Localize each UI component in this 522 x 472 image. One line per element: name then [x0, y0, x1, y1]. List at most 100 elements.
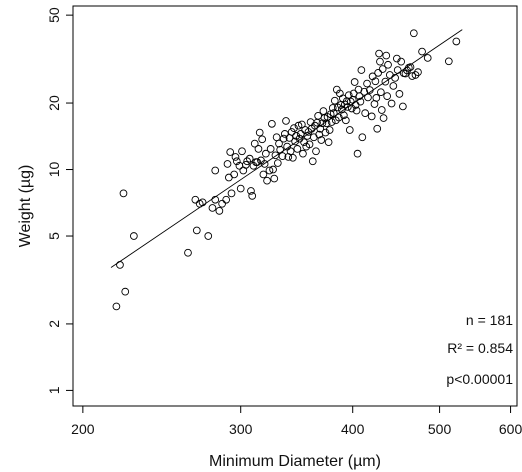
data-point — [218, 199, 226, 208]
data-point — [279, 134, 288, 143]
data-point — [296, 130, 305, 138]
data-point — [222, 195, 231, 204]
data-point — [282, 117, 290, 125]
data-point — [268, 119, 276, 128]
data-point — [260, 160, 269, 168]
data-point — [184, 248, 192, 257]
data-point — [382, 51, 391, 60]
data-point — [324, 138, 333, 147]
data-point — [330, 96, 339, 105]
data-point — [379, 114, 388, 122]
data-point — [408, 72, 417, 80]
data-point — [393, 66, 402, 74]
data-point — [243, 157, 251, 166]
data-point — [350, 78, 359, 86]
data-point — [318, 119, 327, 128]
data-point — [308, 157, 317, 166]
data-point — [341, 116, 350, 125]
data-point — [271, 151, 280, 160]
data-point — [119, 189, 128, 198]
data-point — [265, 166, 274, 175]
data-point — [377, 88, 385, 97]
data-point — [208, 204, 217, 212]
data-point — [242, 161, 250, 169]
data-point — [409, 29, 418, 38]
data-point — [360, 87, 369, 96]
data-point — [254, 145, 263, 153]
data-point — [305, 140, 314, 149]
y-tick-label-3: 10 — [46, 162, 62, 178]
data-point — [286, 147, 295, 156]
y-tick-label-2: 5 — [46, 232, 62, 240]
data-point — [204, 232, 213, 240]
data-point — [320, 114, 329, 122]
data-point — [375, 49, 383, 58]
data-point — [191, 195, 200, 204]
data-point — [385, 71, 394, 79]
data-point — [345, 126, 354, 134]
data-point — [231, 153, 240, 161]
annotation-n: n = 181 — [466, 312, 513, 328]
data-point — [377, 106, 386, 114]
data-point — [452, 37, 461, 46]
data-point — [357, 66, 366, 74]
data-point — [275, 139, 283, 148]
y-tick-label-5: 50 — [46, 7, 62, 23]
data-point — [372, 94, 381, 102]
data-point — [253, 158, 262, 166]
data-point — [247, 187, 255, 195]
data-point — [340, 111, 348, 120]
data-point — [364, 93, 372, 102]
data-point — [389, 82, 398, 90]
data-point — [211, 195, 220, 204]
data-point — [306, 118, 315, 126]
data-point — [248, 192, 257, 200]
data-point — [367, 112, 376, 121]
x-tick-label-4: 600 — [499, 421, 522, 437]
data-point — [227, 189, 236, 198]
data-point — [423, 54, 432, 62]
data-point — [358, 133, 367, 142]
data-point — [334, 113, 343, 122]
data-point — [226, 148, 235, 156]
x-tick-label-1: 300 — [229, 421, 253, 437]
data-point — [319, 107, 328, 115]
data-point — [444, 57, 453, 66]
annotation-p-value: p<0.00001 — [446, 371, 513, 387]
data-point — [238, 147, 246, 156]
regression-line — [110, 29, 463, 268]
x-tick-label-3: 500 — [428, 421, 452, 437]
data-point — [269, 165, 277, 174]
data-point — [223, 160, 232, 168]
data-point — [278, 152, 287, 160]
data-point — [263, 176, 271, 185]
data-point — [399, 102, 407, 111]
y-axis-title: Weight (µg) — [17, 165, 34, 248]
data-point — [290, 124, 298, 132]
y-axis: 1 2 5 10 20 50 — [46, 7, 73, 394]
data-point — [291, 137, 299, 146]
data-point — [378, 65, 387, 73]
data-point — [376, 57, 384, 66]
data-point — [387, 99, 396, 108]
data-point — [397, 57, 406, 66]
data-point — [391, 74, 399, 82]
data-point — [211, 166, 220, 175]
data-point — [230, 170, 239, 179]
data-point — [395, 90, 404, 98]
plot-frame — [72, 5, 518, 407]
data-point — [383, 92, 392, 100]
data-point — [299, 149, 307, 158]
data-point — [418, 47, 426, 56]
data-point — [270, 174, 279, 183]
data-point — [365, 86, 374, 94]
data-point — [116, 261, 124, 269]
data-point — [273, 159, 282, 167]
data-point — [321, 128, 330, 137]
data-point — [261, 149, 270, 158]
data-point — [198, 198, 207, 207]
data-point — [411, 71, 420, 79]
y-tick-label-4: 20 — [46, 95, 62, 111]
data-point — [353, 149, 362, 158]
